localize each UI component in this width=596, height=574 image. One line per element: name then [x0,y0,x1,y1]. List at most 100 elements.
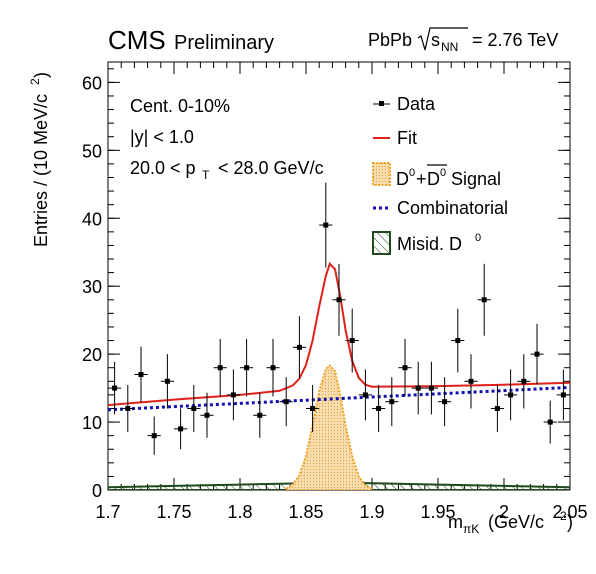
pt-label-subscript: T [202,168,210,182]
data-point [121,384,135,433]
data-point-marker [138,372,144,378]
legend-signal-plus: + [416,169,427,189]
data-point-marker [230,392,236,398]
x-tick-label: 1.85 [288,502,323,522]
x-tick-label: 1.9 [359,502,384,522]
pt-label-left: 20.0 < p [130,158,196,178]
data-point [134,346,148,403]
y-axis-title-main: Entries / (10 MeV/c [31,94,51,247]
x-tick-label: 2 [499,502,509,522]
sqrt-symbol [417,27,468,51]
data-point [266,338,280,397]
legend-signal-d0-sup: 0 [409,167,415,179]
data-point [213,338,227,397]
data-point [319,182,333,268]
x-axis-title-exponent: 2 [560,509,567,523]
x-tick-label: 1.95 [420,502,455,522]
data-point-marker [428,385,434,391]
data-point-marker [362,392,368,398]
data-point-marker [164,378,170,384]
data-point-marker [468,378,474,384]
data-point-marker [283,399,289,405]
fit-line [108,261,570,407]
data-point-marker [508,392,514,398]
x-axis-title-main: m [448,512,463,532]
y-tick-label: 20 [82,345,102,365]
data-point [108,361,122,415]
data-point-marker [191,405,197,411]
legend-misid-swatch [372,231,391,255]
y-axis-title-close: ) [31,72,51,78]
data-point-marker [125,405,131,411]
data-point [451,308,465,373]
data-point-marker [494,405,500,411]
data-point-marker [521,378,527,384]
data-point [543,400,557,444]
data-point-marker [547,419,553,425]
status-label: Preliminary [174,32,274,54]
data-point [411,361,425,415]
x-tick-label: 1.8 [227,502,252,522]
data-point-marker [376,405,382,411]
y-tick-label: 40 [82,209,102,229]
x-tick-label: 2.05 [552,502,587,522]
sqrt-s-label: s [431,30,440,50]
data-point-marker [204,412,210,418]
data-point [464,354,478,409]
data-point [279,377,293,427]
centrality-label: Cent. 0-10% [130,96,230,116]
legend-signal-d0bar: D [427,169,440,189]
data-point-marker [442,399,448,405]
legend-data-marker [379,101,384,106]
data-point [490,384,504,433]
x-axis-title-subscript: πK [463,522,479,536]
data-point [504,369,518,421]
data-point [358,369,372,421]
x-tick-label: 1.7 [95,502,120,522]
y-tick-label: 30 [82,277,102,297]
data-point [345,308,359,373]
data-point [187,384,201,433]
x-axis: 1.7 1.75 1.8 1.85 1.9 1.95 2 2.05 [95,62,588,522]
data-point [332,263,346,336]
data-point-marker [481,297,487,303]
legend: Data Fit D 0 + D 0 Signal Combinatorial … [372,94,508,255]
data-point-marker [336,297,342,303]
energy-label: = 2.76 TeV [472,30,558,50]
data-point-marker [270,365,276,371]
data-point [292,316,306,379]
legend-signal: D 0 + D 0 Signal [372,162,501,189]
y-tick-label: 60 [82,73,102,93]
legend-misid: Misid. D 0 [372,231,481,255]
x-axis-title: m πK (GeV/c 2 ) [448,509,573,536]
legend-data-label: Data [397,94,436,114]
data-point-marker [296,344,302,350]
data-point [398,338,412,397]
legend-fit-label: Fit [397,128,417,148]
data-point [477,263,491,336]
data-point-marker [389,399,395,405]
selection-annotations: Cent. 0-10% |y| < 1.0 20.0 < p T < 28.0 … [130,96,324,182]
data-point [147,416,161,455]
legend-combinatorial-label: Combinatorial [397,198,508,218]
signal-area [285,364,373,490]
legend-signal-d0: D [396,169,409,189]
data-point-marker [455,338,461,344]
legend-data: Data [373,94,436,114]
data-point [517,354,531,409]
y-axis-title: Entries / (10 MeV/c 2 ) [28,72,51,247]
data-point [306,384,320,433]
data-point-marker [560,392,566,398]
x-axis-title-unit: (GeV/c [488,512,544,532]
data-point [200,392,214,438]
y-tick-label: 10 [82,413,102,433]
combinatorial-line [108,385,570,412]
y-axis: 0 10 20 30 40 50 60 [82,68,570,501]
data-point [240,338,254,397]
data-point [174,408,188,450]
y-tick-label: 0 [92,481,102,501]
legend-signal-swatch [372,162,391,186]
data-point-marker [151,433,157,439]
legend-misid-sup: 0 [475,232,481,244]
